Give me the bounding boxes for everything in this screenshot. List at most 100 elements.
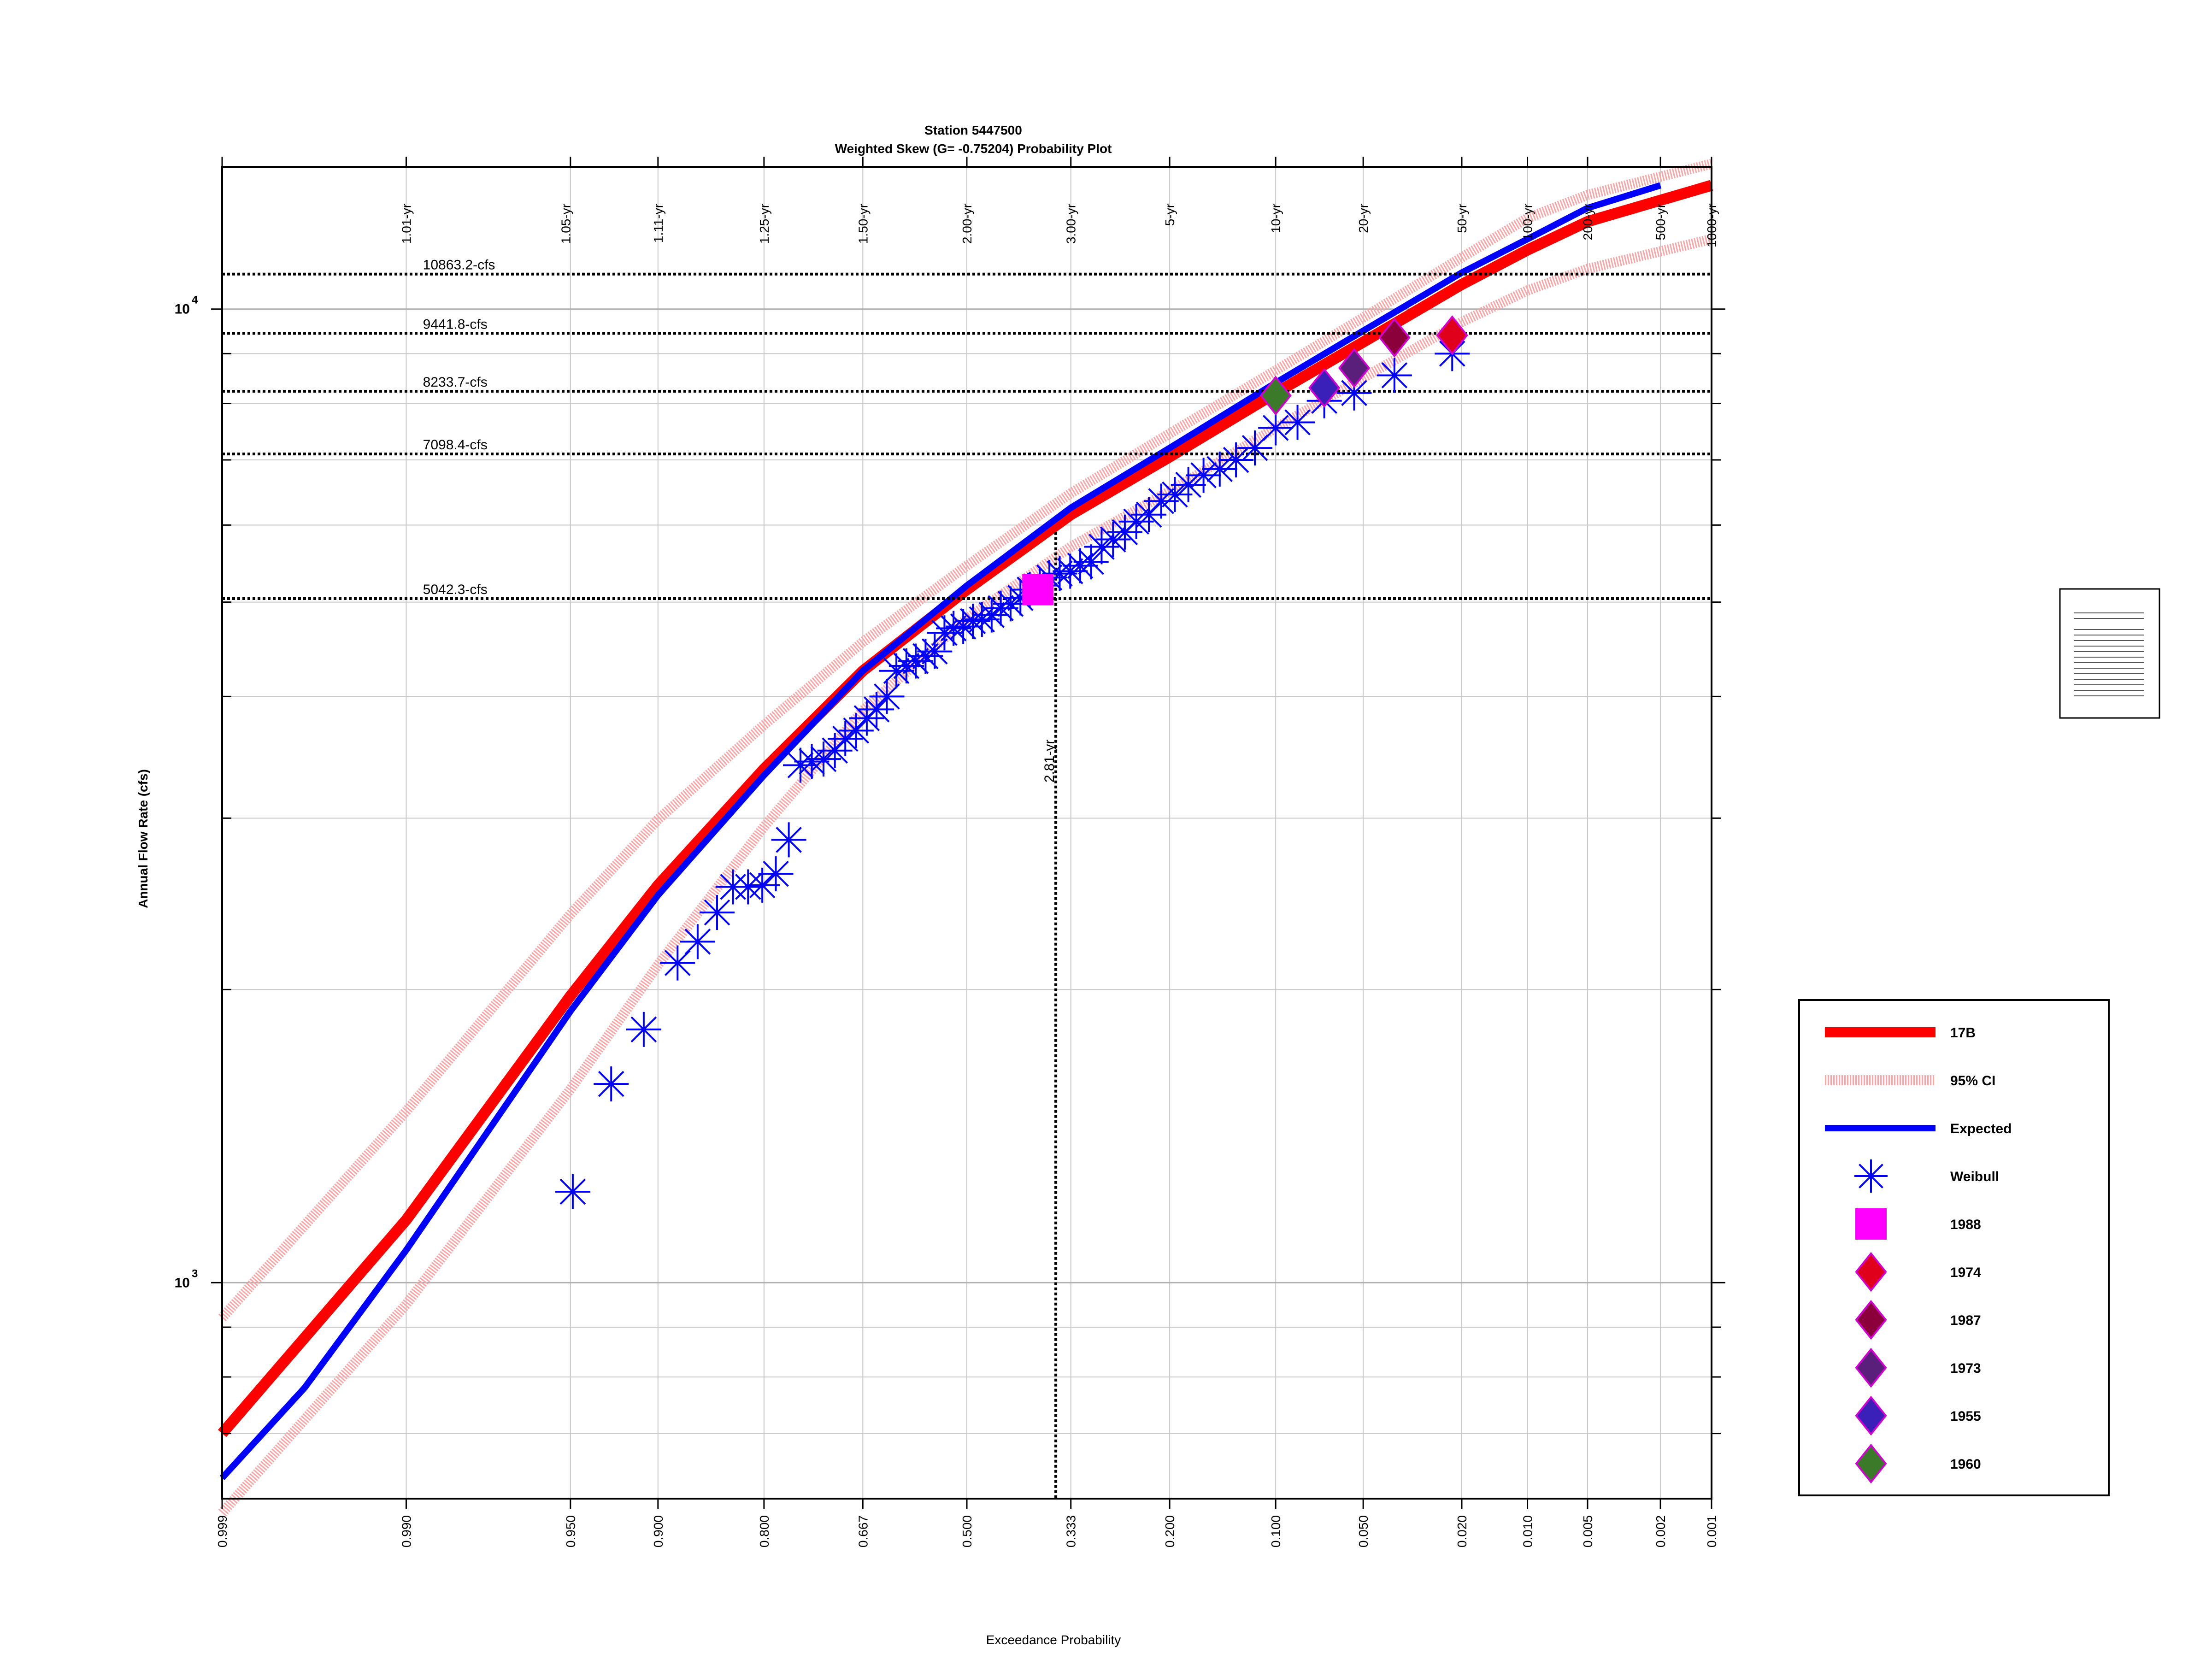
legend-label: 17B <box>1950 1025 1976 1041</box>
star-stroke <box>598 1071 624 1097</box>
star-stroke <box>893 653 920 679</box>
return-period-label: 3.00-yr <box>1064 204 1078 244</box>
x-tick-label: 0.950 <box>564 1515 578 1547</box>
x-tick-label: 0.999 <box>215 1515 229 1547</box>
weibull-point <box>680 924 715 959</box>
weibull-point <box>879 653 914 688</box>
star-stroke <box>1341 380 1367 406</box>
x-tick-label: 0.900 <box>651 1515 665 1547</box>
return-period-label: 1.11-yr <box>651 204 665 243</box>
return-period-label: 500-yr <box>1653 204 1668 240</box>
legend-label: Weibull <box>1950 1169 1999 1184</box>
weibull-point <box>1143 483 1179 519</box>
x-tick-label: 0.667 <box>856 1515 870 1547</box>
chart-subtitle: Weighted Skew (G= -0.75204) Probability … <box>835 141 1112 156</box>
y-axis-label: Annual Flow Rate (cfs) <box>136 769 150 908</box>
weibull-point <box>660 945 695 981</box>
reference-line-label: 8233.7-cfs <box>423 375 488 390</box>
star-stroke <box>559 1178 586 1205</box>
weibull-point <box>1063 548 1098 583</box>
data-markers <box>555 315 1470 1209</box>
star-stroke <box>843 718 870 744</box>
weibull-point <box>1157 477 1193 512</box>
star-stroke <box>883 658 910 684</box>
star-stroke <box>665 950 691 976</box>
star-stroke <box>1381 362 1408 388</box>
marker-1988 <box>1022 574 1054 606</box>
weibull-point <box>838 713 874 748</box>
weibull-point <box>888 648 924 684</box>
ci-lower-line <box>218 234 1713 1517</box>
weibull-point <box>898 643 934 679</box>
weibull-point <box>869 679 905 714</box>
weibull-point <box>771 822 806 858</box>
weibull-point <box>745 867 780 903</box>
x-tick-label: 0.020 <box>1455 1515 1469 1547</box>
weibull-point <box>1280 405 1315 440</box>
x-tick-label: 0.333 <box>1064 1515 1078 1547</box>
grid-lines <box>222 167 1712 1499</box>
weibull-point <box>758 856 794 892</box>
legend-label: 1955 <box>1950 1409 1981 1424</box>
return-period-label: 200-yr <box>1581 204 1595 240</box>
x-tick-label: 0.002 <box>1653 1515 1668 1547</box>
legend-label: 1960 <box>1950 1457 1981 1472</box>
star-stroke <box>787 752 814 778</box>
weibull-point <box>626 1012 661 1047</box>
legend-swatch-1955 <box>1855 1395 1887 1436</box>
x-axis-label: Exceedance Probability <box>986 1633 1121 1647</box>
weibull-point <box>1186 458 1221 493</box>
star-stroke <box>902 648 929 674</box>
legend-swatch-1960 <box>1855 1443 1887 1484</box>
legend-label: Expected <box>1950 1121 2012 1136</box>
star-stroke <box>1148 488 1174 514</box>
weibull-point <box>974 597 1009 633</box>
line-17b <box>218 180 1713 1437</box>
x-tick-label: 0.500 <box>960 1515 974 1547</box>
marker-1987 <box>1378 318 1411 358</box>
return-period-label: 1.25-yr <box>757 204 771 244</box>
axis-ticks: 0.999 0.990 0.950 0.900 0.800 0.667 0.500 0.333… <box>175 157 1725 1547</box>
x-tick-label: 0.010 <box>1521 1515 1535 1547</box>
weibull-point <box>1237 430 1273 466</box>
star-stroke <box>922 638 948 665</box>
weibull-point <box>700 895 735 930</box>
star-stroke <box>704 899 730 926</box>
weibull-point <box>1377 358 1412 393</box>
marker-1974 <box>1436 315 1468 355</box>
legend-swatch-1988 <box>1855 1208 1887 1240</box>
star-stroke <box>763 860 789 887</box>
summary-table-box <box>2059 588 2160 719</box>
x-tick-label: 0.001 <box>1705 1515 1719 1547</box>
star-stroke <box>969 606 995 633</box>
return-period-label: 1.05-yr <box>559 204 573 244</box>
weibull-point <box>1258 410 1294 446</box>
legend-swatch-weibull <box>1854 1159 1888 1193</box>
star-stroke <box>630 1016 657 1043</box>
legend-label: 95% CI <box>1950 1073 1995 1088</box>
reference-line-label: 9441.8-cfs <box>423 317 488 332</box>
return-period-label: 20-yr <box>1356 204 1371 233</box>
weibull-point <box>594 1066 629 1102</box>
reference-line-label: 10863.2-cfs <box>423 258 495 273</box>
return-period-label: 2.00-yr <box>960 204 974 244</box>
weibull-point <box>859 692 894 727</box>
marker-1960 <box>1259 376 1292 416</box>
marker-1973 <box>1338 348 1371 388</box>
fit-lines <box>218 180 1713 1480</box>
star-stroke <box>1078 548 1105 575</box>
x-tick-label: 0.800 <box>757 1515 771 1547</box>
weibull-point <box>964 602 1000 637</box>
star-stroke <box>1175 471 1201 498</box>
x-tick-label: 0.005 <box>1581 1515 1595 1547</box>
return-period-label: 50-yr <box>1455 204 1469 233</box>
star-stroke <box>799 748 825 775</box>
reference-line-label: 5042.3-cfs <box>423 582 488 597</box>
weibull-point <box>946 609 981 644</box>
x-tick-label: 0.200 <box>1163 1515 1177 1547</box>
legend-swatch-1973 <box>1855 1347 1887 1388</box>
x-tick-label: 0.100 <box>1269 1515 1283 1547</box>
star-stroke <box>874 683 900 710</box>
star-stroke <box>1162 481 1188 508</box>
